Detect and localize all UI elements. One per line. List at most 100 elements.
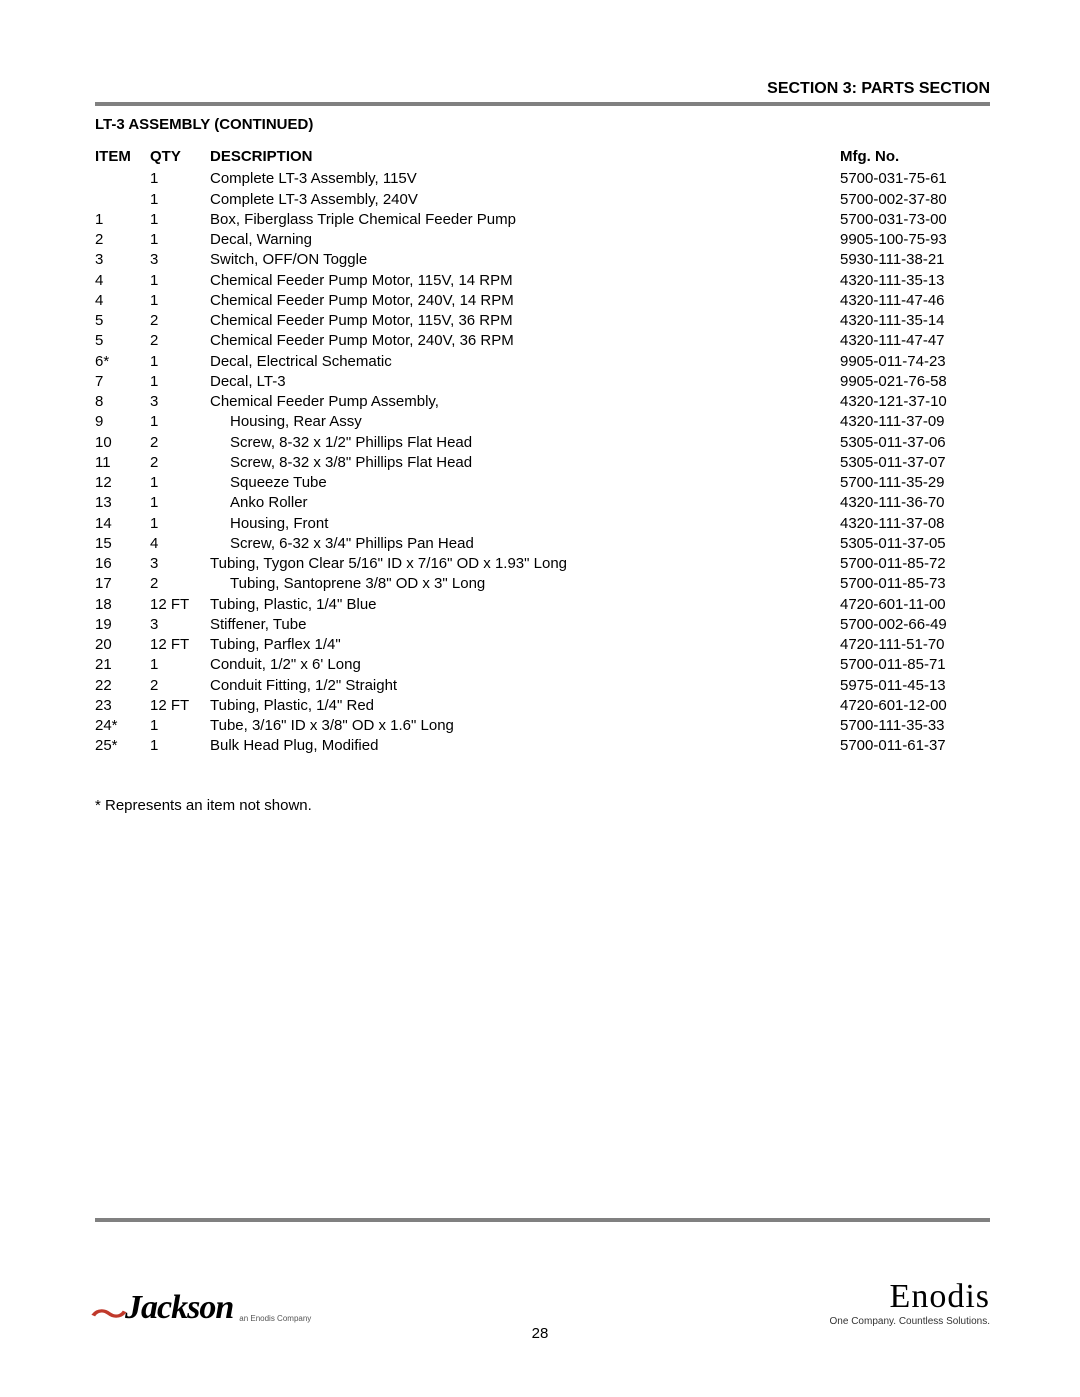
cell-desc: Complete LT-3 Assembly, 115V [210,169,840,189]
table-row: 193Stiffener, Tube5700-002-66-49 [95,615,990,635]
cell-mfg: 5700-111-35-33 [840,716,990,736]
cell-desc: Housing, Rear Assy [210,412,840,432]
cell-qty: 1 [150,493,210,513]
cell-mfg: 4320-111-37-08 [840,514,990,534]
cell-item: 2 [95,230,150,250]
table-row: 112Screw, 8-32 x 3/8" Phillips Flat Head… [95,453,990,473]
cell-item: 23 [95,696,150,716]
cell-qty: 1 [150,736,210,756]
cell-desc: Tubing, Plastic, 1/4" Blue [210,595,840,615]
cell-item: 5 [95,331,150,351]
cell-mfg: 4320-111-35-13 [840,271,990,291]
cell-item: 19 [95,615,150,635]
cell-mfg: 5305-011-37-06 [840,433,990,453]
table-row: 25*1Bulk Head Plug, Modified5700-011-61-… [95,736,990,756]
cell-desc: Chemical Feeder Pump Motor, 115V, 36 RPM [210,311,840,331]
table-row: 11Box, Fiberglass Triple Chemical Feeder… [95,210,990,230]
cell-item: 17 [95,574,150,594]
cell-desc: Stiffener, Tube [210,615,840,635]
cell-desc: Chemical Feeder Pump Assembly, [210,392,840,412]
cell-desc: Complete LT-3 Assembly, 240V [210,190,840,210]
cell-mfg: 5700-011-85-71 [840,655,990,675]
cell-mfg: 4320-111-47-47 [840,331,990,351]
jackson-logo: 〜 Jackson an Enodis Company [95,1287,311,1327]
table-row: 91Housing, Rear Assy4320-111-37-09 [95,412,990,432]
cell-item: 5 [95,311,150,331]
table-row: 1Complete LT-3 Assembly, 240V5700-002-37… [95,190,990,210]
cell-qty: 1 [150,372,210,392]
cell-item: 7 [95,372,150,392]
cell-desc: Tubing, Santoprene 3/8" OD x 3" Long [210,574,840,594]
table-row: 41Chemical Feeder Pump Motor, 240V, 14 R… [95,291,990,311]
cell-item: 10 [95,433,150,453]
cell-qty: 1 [150,190,210,210]
table-row: 131Anko Roller4320-111-36-70 [95,493,990,513]
cell-desc: Squeeze Tube [210,473,840,493]
table-row: 41Chemical Feeder Pump Motor, 115V, 14 R… [95,271,990,291]
table-row: 1812 FTTubing, Plastic, 1/4" Blue4720-60… [95,595,990,615]
cell-item: 16 [95,554,150,574]
cell-qty: 3 [150,392,210,412]
cell-qty: 2 [150,574,210,594]
cell-mfg: 5930-111-38-21 [840,250,990,270]
cell-item: 20 [95,635,150,655]
cell-mfg: 4720-601-12-00 [840,696,990,716]
enodis-logo-name: Enodis [830,1278,990,1316]
footer-rule [95,1218,990,1222]
footer-rule-wrap [95,1218,990,1222]
cell-qty: 2 [150,331,210,351]
table-row: 21Decal, Warning9905-100-75-93 [95,230,990,250]
col-header-desc: DESCRIPTION [210,147,840,167]
cell-item: 3 [95,250,150,270]
cell-qty: 1 [150,352,210,372]
cell-desc: Housing, Front [210,514,840,534]
cell-mfg: 5305-011-37-05 [840,534,990,554]
cell-desc: Decal, Electrical Schematic [210,352,840,372]
jackson-logo-name: Jackson [125,1289,233,1327]
cell-qty: 1 [150,412,210,432]
cell-item [95,169,150,189]
cell-mfg: 5700-002-37-80 [840,190,990,210]
cell-qty: 2 [150,311,210,331]
table-row: 52Chemical Feeder Pump Motor, 115V, 36 R… [95,311,990,331]
page-number: 28 [0,1325,1080,1342]
table-row: 6*1Decal, Electrical Schematic9905-011-7… [95,352,990,372]
cell-qty: 1 [150,169,210,189]
cell-item: 6* [95,352,150,372]
cell-qty: 1 [150,291,210,311]
cell-desc: Chemical Feeder Pump Motor, 115V, 14 RPM [210,271,840,291]
cell-mfg: 5700-111-35-29 [840,473,990,493]
cell-desc: Tubing, Tygon Clear 5/16" ID x 7/16" OD … [210,554,840,574]
cell-qty: 2 [150,676,210,696]
cell-desc: Conduit, 1/2" x 6' Long [210,655,840,675]
cell-mfg: 4320-111-35-14 [840,311,990,331]
cell-item [95,190,150,210]
table-row: 121Squeeze Tube5700-111-35-29 [95,473,990,493]
cell-item: 1 [95,210,150,230]
cell-mfg: 5700-002-66-49 [840,615,990,635]
cell-desc: Decal, LT-3 [210,372,840,392]
cell-item: 11 [95,453,150,473]
cell-qty: 12 FT [150,595,210,615]
table-row: 211Conduit, 1/2" x 6' Long5700-011-85-71 [95,655,990,675]
cell-qty: 1 [150,230,210,250]
cell-item: 12 [95,473,150,493]
col-header-item: ITEM [95,147,150,167]
table-header-row: ITEM QTY DESCRIPTION Mfg. No. [95,147,990,167]
section-header: SECTION 3: PARTS SECTION [95,80,990,98]
cell-desc: Anko Roller [210,493,840,513]
cell-item: 18 [95,595,150,615]
cell-mfg: 4320-111-36-70 [840,493,990,513]
cell-mfg: 5700-031-75-61 [840,169,990,189]
cell-item: 8 [95,392,150,412]
table-row: 172Tubing, Santoprene 3/8" OD x 3" Long5… [95,574,990,594]
cell-item: 25* [95,736,150,756]
page: SECTION 3: PARTS SECTION LT-3 ASSEMBLY (… [0,0,1080,1397]
table-row: 1Complete LT-3 Assembly, 115V5700-031-75… [95,169,990,189]
cell-mfg: 4320-111-47-46 [840,291,990,311]
cell-mfg: 4320-111-37-09 [840,412,990,432]
header-rule [95,102,990,106]
cell-desc: Tubing, Plastic, 1/4" Red [210,696,840,716]
cell-desc: Screw, 8-32 x 3/8" Phillips Flat Head [210,453,840,473]
cell-item: 9 [95,412,150,432]
